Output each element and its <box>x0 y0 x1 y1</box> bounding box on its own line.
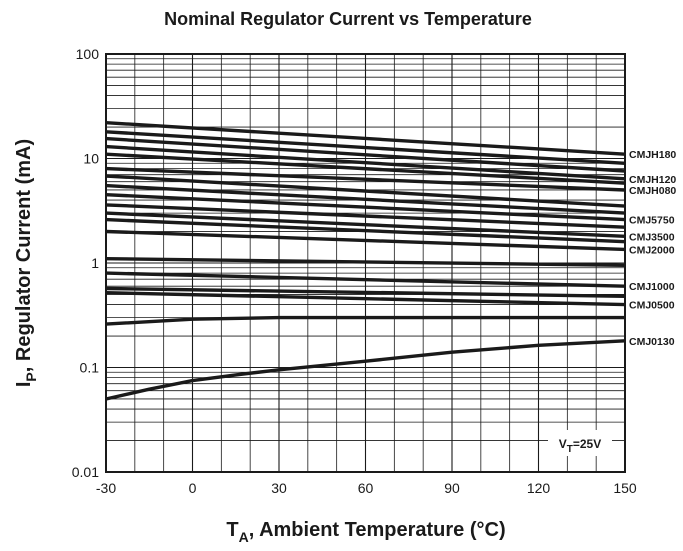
series-label: CMJ0130 <box>629 336 675 348</box>
x-tick-label: 120 <box>527 480 551 496</box>
series-line <box>105 121 626 156</box>
series-line <box>105 257 626 267</box>
series-label: CMJH180 <box>629 149 676 161</box>
annotation-box: VT=25V <box>548 430 612 456</box>
x-tick-label: -30 <box>96 480 116 496</box>
series-label: CMJ1000 <box>629 281 675 293</box>
y-tick-label: 10 <box>83 151 99 167</box>
x-tick-label: 0 <box>189 480 197 496</box>
series-lines <box>105 121 626 401</box>
y-tick-label: 1 <box>91 255 99 271</box>
series-line <box>105 152 626 185</box>
series-line <box>105 315 625 326</box>
series-line <box>105 339 626 401</box>
x-tick-label: 30 <box>271 480 287 496</box>
series-line <box>105 183 626 215</box>
plot-frame <box>105 53 626 473</box>
series-line <box>105 229 626 252</box>
x-tick-label: 60 <box>358 480 374 496</box>
series-line <box>105 271 626 288</box>
series-line <box>105 174 626 208</box>
series-line <box>105 291 626 307</box>
y-tick-label: 0.1 <box>80 360 100 376</box>
series-label: CMJ3500 <box>629 231 675 243</box>
y-tick-labels: 100 10 1 0.1 0.01 <box>72 46 99 480</box>
chart-title: Nominal Regulator Current vs Temperature <box>164 9 532 29</box>
series-line <box>105 136 626 173</box>
series-label: CMJ2000 <box>629 244 675 256</box>
y-axis-title: IP, Regulator Current (mA) <box>13 139 39 387</box>
series-label: CMJ0500 <box>629 300 675 312</box>
series-line <box>105 217 626 244</box>
series-line <box>105 211 626 238</box>
series-line <box>105 193 626 222</box>
series-line <box>105 166 626 192</box>
annotation-text: VT=25V <box>559 437 601 455</box>
series-line <box>105 203 626 229</box>
y-tick-label: 0.01 <box>72 464 99 480</box>
x-tick-labels: -30 0 30 60 90 120 150 <box>96 480 637 496</box>
series-label: CMJH080 <box>629 185 676 197</box>
y-tick-label: 100 <box>76 46 100 62</box>
series-label: CMJH120 <box>629 174 676 186</box>
series-line <box>105 144 626 181</box>
series-label: CMJ5750 <box>629 215 675 227</box>
series-line <box>105 130 626 165</box>
x-axis-title: TA, Ambient Temperature (°C) <box>226 519 505 545</box>
x-tick-label: 90 <box>444 480 460 496</box>
x-tick-label: 150 <box>613 480 637 496</box>
series-line <box>105 286 626 298</box>
